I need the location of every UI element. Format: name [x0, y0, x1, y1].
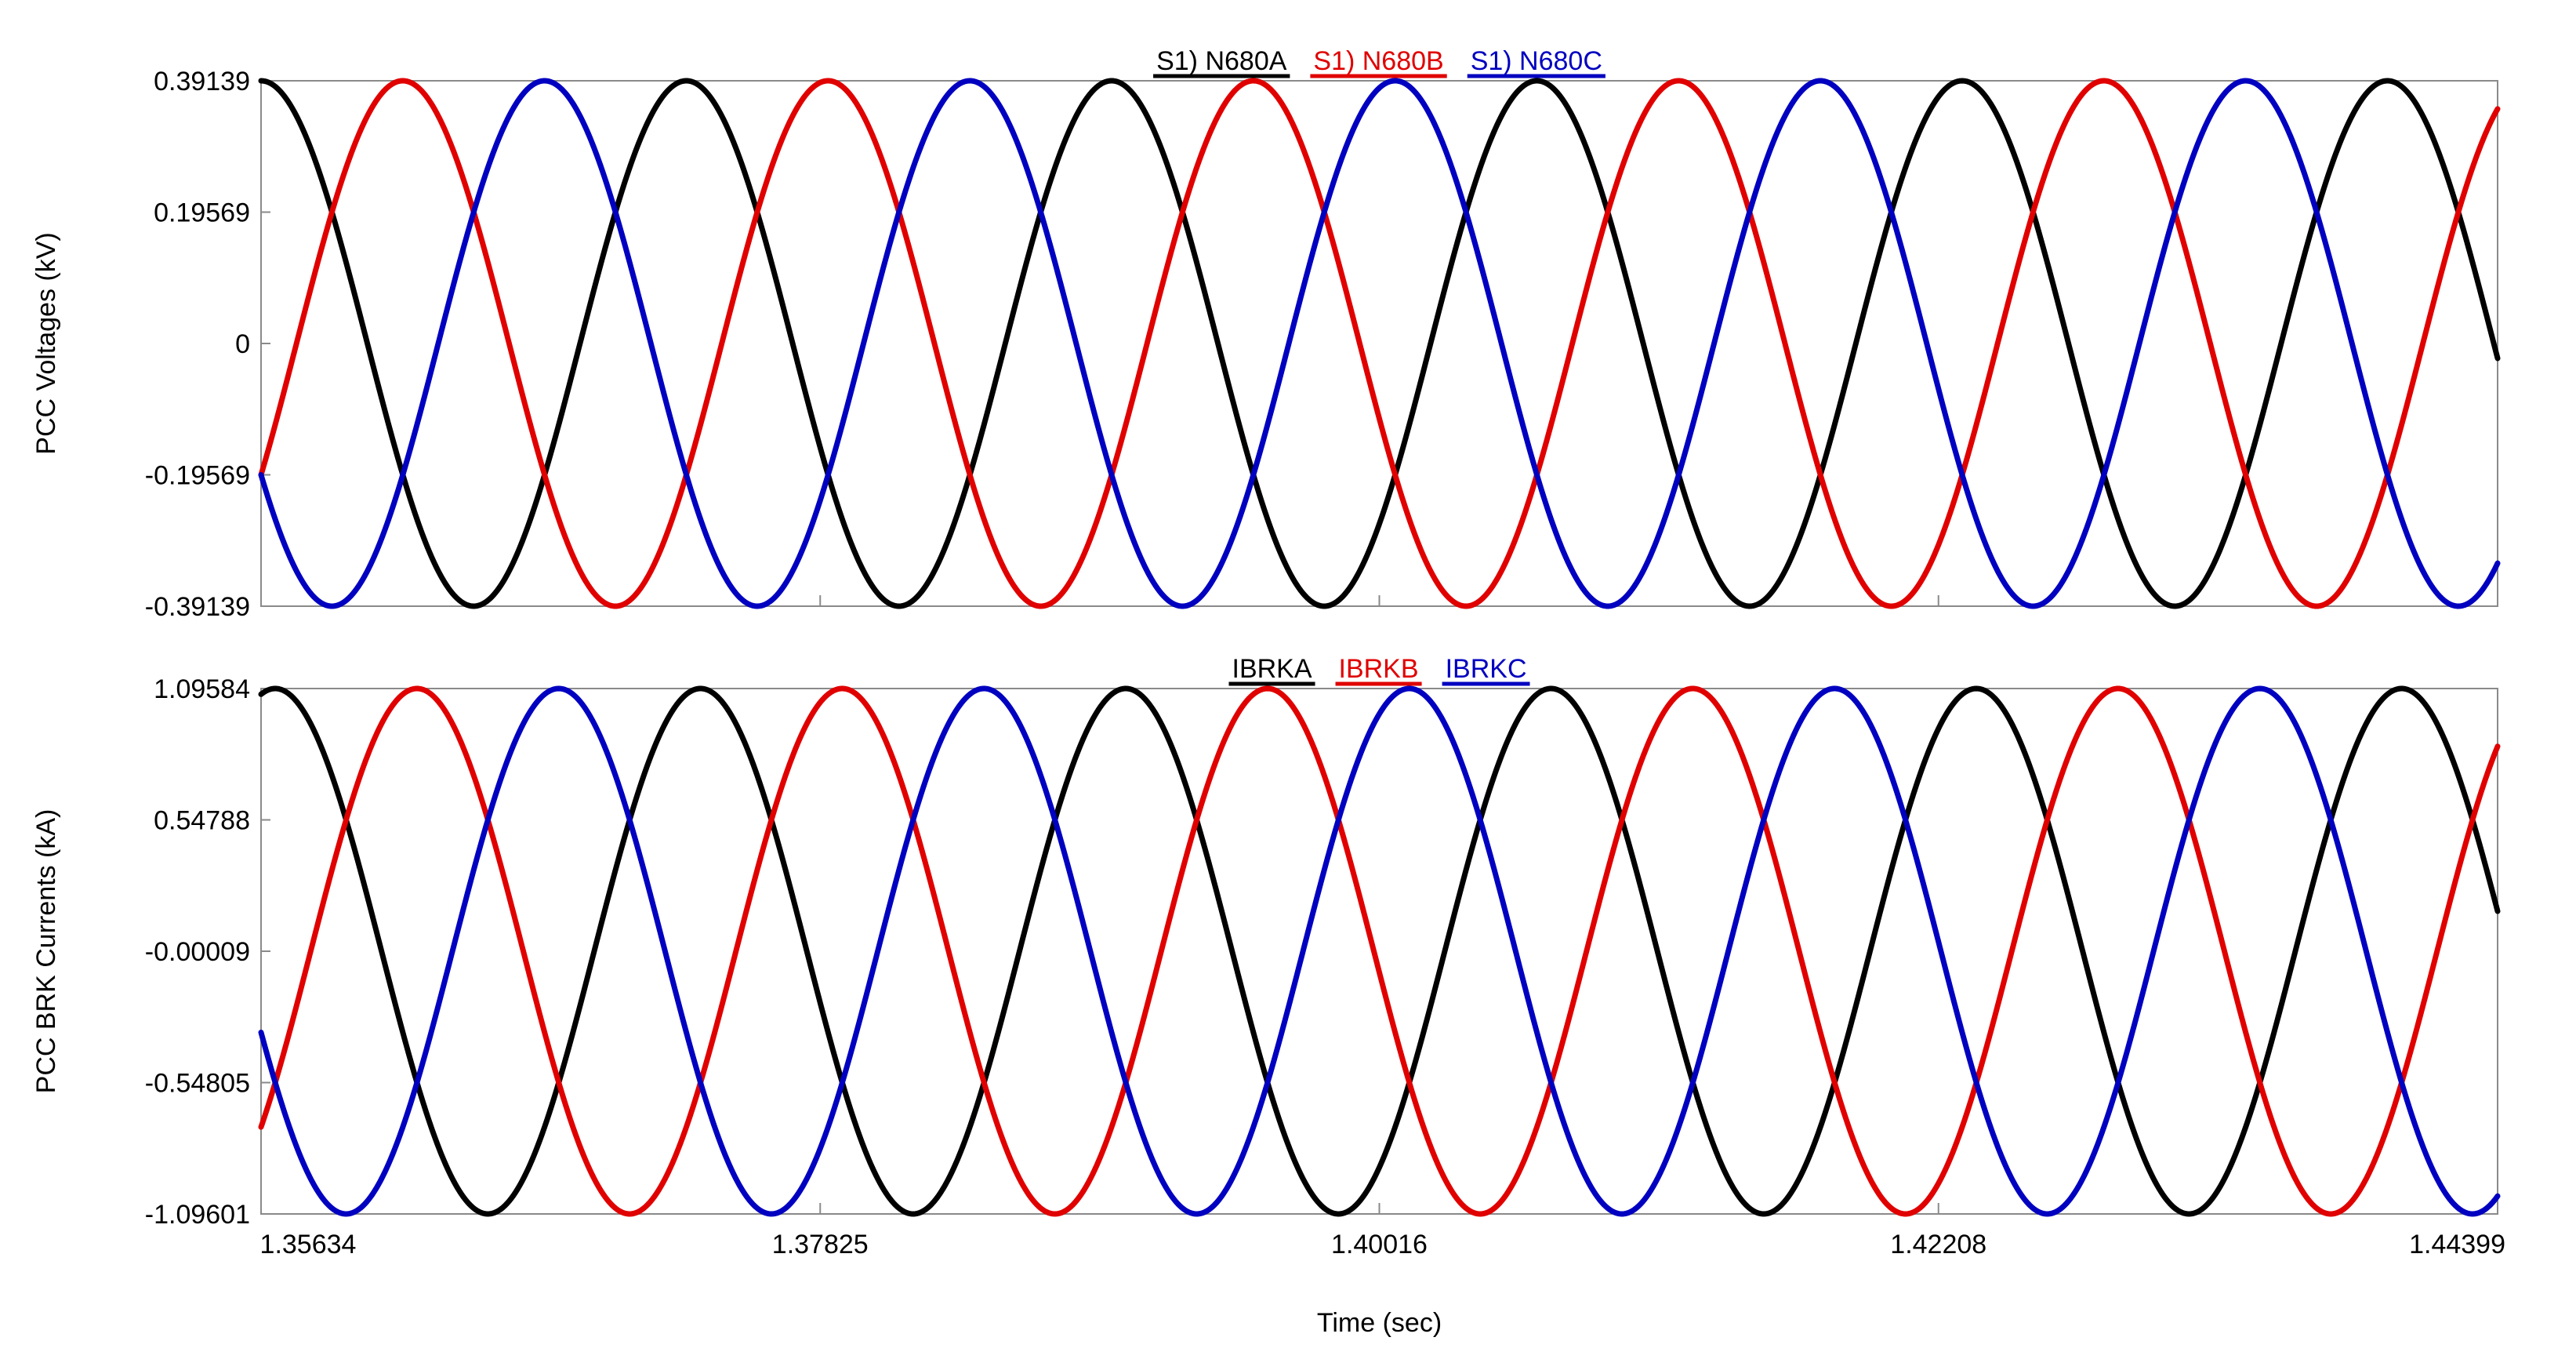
series-line-ibrkb	[258, 685, 2501, 1217]
legend-label: IBRKC	[1446, 654, 1527, 684]
series-line-s1-n680c	[258, 78, 2501, 609]
series-line-ibrka	[258, 685, 2501, 1217]
y-tick-label: -1.09601	[145, 1200, 250, 1230]
y-tick-label: 0.54788	[154, 806, 250, 836]
y-tick-label: 0.19569	[154, 198, 250, 228]
y-axis-title: PCC BRK Currents (kA)	[31, 809, 61, 1094]
x-tick-label: 1.44399	[2409, 1230, 2505, 1259]
x-tick-label: 1.35634	[260, 1230, 357, 1259]
y-tick-label: -0.19569	[145, 461, 250, 491]
legend-label: IBRKB	[1339, 654, 1419, 684]
legend-label: S1) N680C	[1471, 46, 1602, 76]
legend-label: S1) N680B	[1313, 46, 1443, 76]
series-line-s1-n680a	[258, 78, 2501, 609]
x-axis-title: Time (sec)	[1317, 1308, 1442, 1338]
x-tick-label: 1.37825	[772, 1230, 869, 1259]
y-tick-label: 1.09584	[154, 674, 250, 704]
y-tick-label: -0.39139	[145, 592, 250, 622]
legend-label: S1) N680A	[1156, 46, 1287, 76]
y-axis-title: PCC Voltages (kV)	[31, 232, 61, 454]
x-tick-label: 1.40016	[1331, 1230, 1428, 1259]
current-panel: 1.09584 0.54788 -0.00009 -0.54805 -1.09601 1.…	[31, 654, 2505, 1259]
series-line-s1-n680b	[258, 78, 2501, 609]
y-tick-label: -0.00009	[145, 937, 250, 967]
x-tick-label: 1.42208	[1890, 1230, 1986, 1259]
y-tick-label: 0.39139	[154, 67, 250, 96]
series-line-ibrkc	[258, 685, 2501, 1217]
legend-label: IBRKA	[1232, 654, 1312, 684]
y-tick-label: -0.54805	[145, 1069, 250, 1099]
y-tick-label: 0	[235, 329, 250, 359]
voltage-panel: 0.39139 0.19569 0 -0.19569 -0.39139 PCC Volta…	[31, 46, 2501, 622]
